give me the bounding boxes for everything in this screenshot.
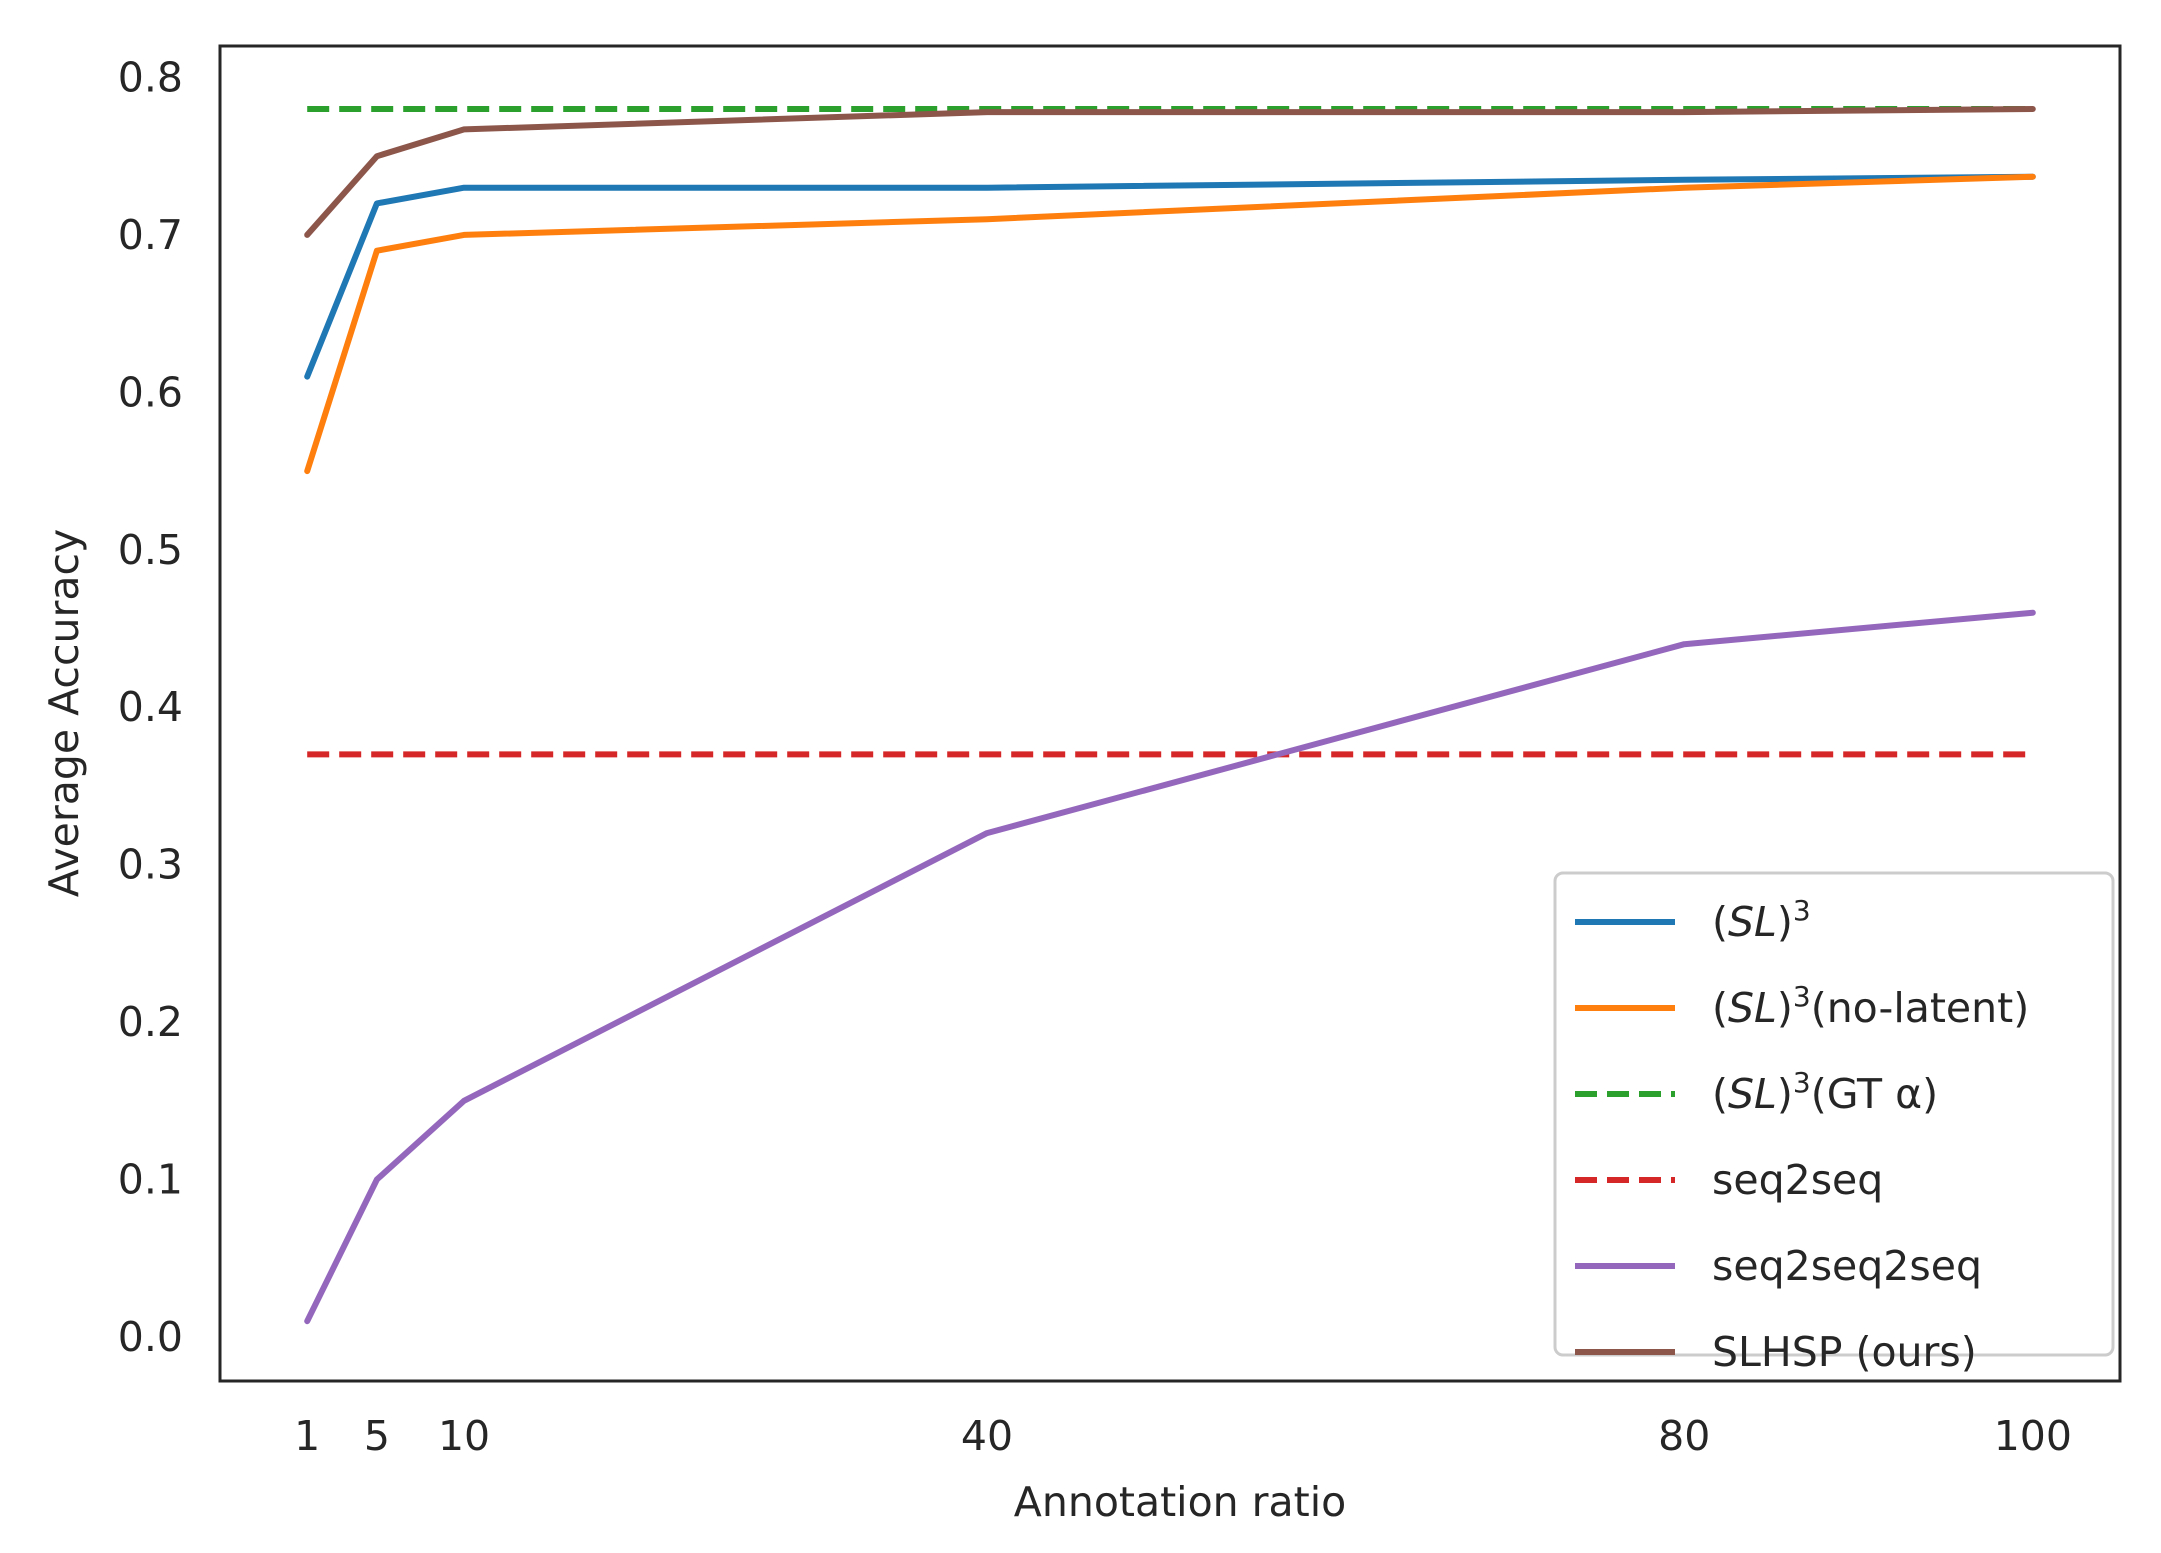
x-axis-ticks: 1 5 10 40 80 100 xyxy=(294,1412,2072,1460)
legend-label-sl3: (SL)3 xyxy=(1712,894,1811,946)
legend-items: (SL)3 (SL)3(no-latent) (SL)3(GT α) seq2seq s… xyxy=(1575,894,2029,1376)
x-tick-label: 10 xyxy=(438,1412,490,1460)
y-tick-label: 0.3 xyxy=(118,841,183,889)
y-tick-label: 0.1 xyxy=(118,1155,183,1203)
x-tick-label: 40 xyxy=(961,1412,1013,1460)
legend-label-sl3_gt: (SL)3(GT α) xyxy=(1712,1066,1938,1118)
legend-label-sl3_nolatent: (SL)3(no-latent) xyxy=(1712,980,2029,1032)
legend-label-seq2seq2seq: seq2seq2seq xyxy=(1712,1242,1982,1290)
y-axis-label: Average Accuracy xyxy=(40,529,88,898)
x-axis-label: Annotation ratio xyxy=(1014,1478,1346,1526)
y-tick-label: 0.6 xyxy=(118,368,183,416)
legend-box xyxy=(1553,871,2115,1357)
y-tick-label: 0.4 xyxy=(118,683,183,731)
legend-label-seq2seq: seq2seq xyxy=(1712,1156,1883,1204)
series-line-slhsp xyxy=(304,106,2036,238)
plot-frame xyxy=(218,44,2122,1383)
y-axis-ticks: 0.0 0.1 0.2 0.3 0.4 0.5 0.6 0.7 0.8 xyxy=(118,53,183,1360)
series-line-sl3_nolatent xyxy=(304,173,2036,475)
y-tick-label: 0.7 xyxy=(118,211,183,259)
y-tick-label: 0.8 xyxy=(118,53,183,101)
x-tick-label: 80 xyxy=(1658,1412,1710,1460)
series-line-sl3 xyxy=(304,173,2036,380)
series-line-seq2seq2seq xyxy=(304,609,2036,1325)
y-tick-label: 0.2 xyxy=(118,998,183,1046)
y-tick-label: 0.0 xyxy=(118,1313,183,1361)
x-tick-label: 5 xyxy=(364,1412,390,1460)
y-tick-label: 0.5 xyxy=(118,526,183,574)
x-tick-label: 100 xyxy=(1994,1412,2072,1460)
legend: (SL)3 (SL)3(no-latent) (SL)3(GT α) seq2seq s… xyxy=(1553,871,2115,1376)
x-tick-label: 1 xyxy=(294,1412,320,1460)
legend-label-slhsp: SLHSP (ours) xyxy=(1712,1328,1977,1376)
series-layer xyxy=(304,106,2036,1325)
